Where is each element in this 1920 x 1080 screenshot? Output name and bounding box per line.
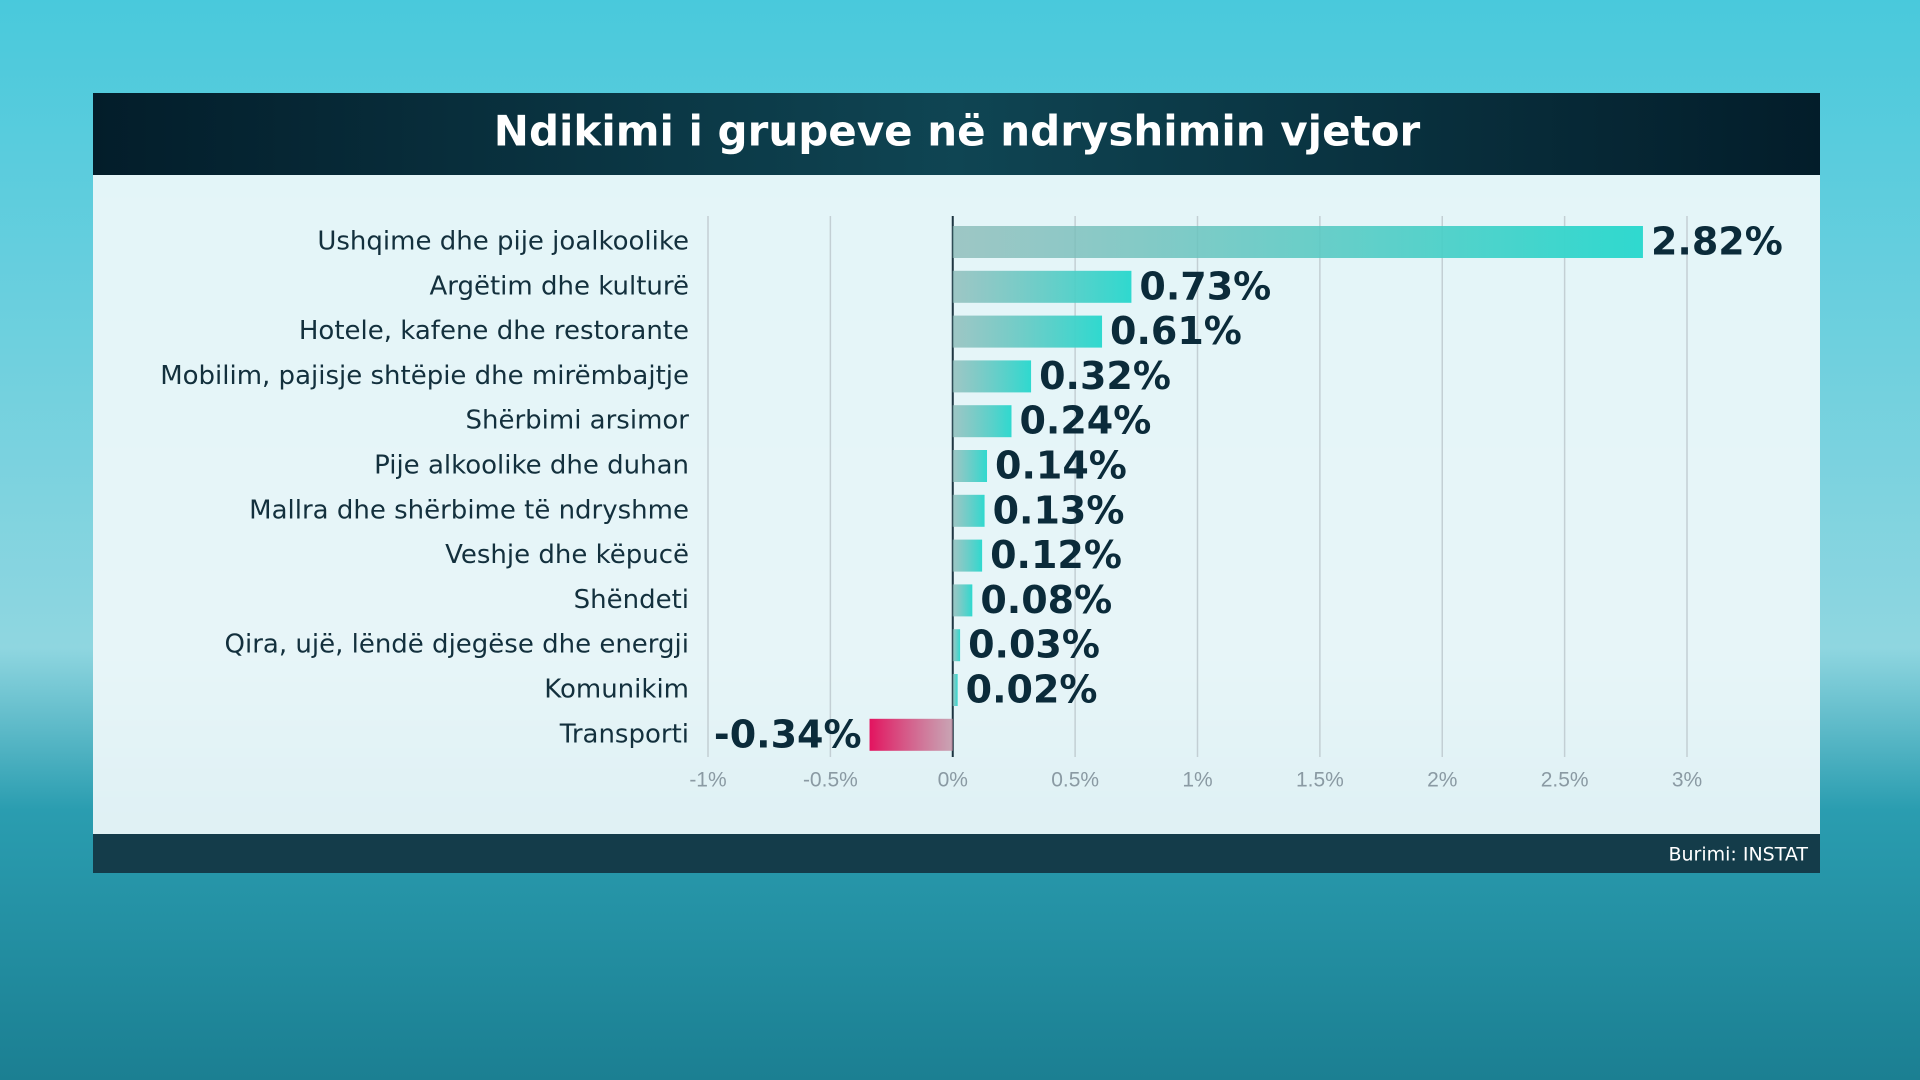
- value-label: 0.03%: [968, 623, 1100, 667]
- category-label: Transporti: [559, 719, 689, 749]
- bar: [952, 270, 1132, 303]
- x-tick-label: 3%: [1672, 769, 1702, 792]
- bar: [952, 226, 1643, 258]
- x-tick-label: 0%: [938, 769, 968, 792]
- category-label: Argëtim dhe kulturë: [429, 271, 689, 301]
- category-label: Shëndeti: [574, 585, 689, 615]
- chart-title: Ndikimi i grupeve në ndryshimin vjetor: [494, 107, 1421, 156]
- value-label: 0.02%: [966, 668, 1098, 712]
- value-label: 0.12%: [990, 533, 1122, 577]
- category-label: Shërbimi arsimor: [465, 406, 689, 436]
- value-label: 0.14%: [995, 444, 1127, 488]
- x-tick-label: 2.5%: [1541, 769, 1589, 792]
- bar: [952, 450, 988, 482]
- bar: [952, 539, 983, 572]
- category-label: Mallra dhe shërbime të ndryshme: [249, 495, 689, 525]
- category-label: Qira, ujë, lëndë djegëse dhe energji: [225, 630, 689, 660]
- footer-bar: [93, 834, 1820, 873]
- value-label: 0.08%: [980, 578, 1112, 622]
- category-label: Komunikim: [544, 675, 689, 705]
- title-bar: [93, 93, 1820, 175]
- value-label: 2.82%: [1651, 220, 1783, 264]
- bar: [952, 360, 1032, 393]
- category-label: Hotele, kafene dhe restorante: [299, 316, 689, 346]
- x-tick-label: 2%: [1427, 769, 1457, 792]
- value-label: 0.13%: [993, 488, 1125, 532]
- x-tick-label: -1%: [689, 769, 726, 792]
- bar: [952, 584, 973, 617]
- bar: [952, 405, 1012, 438]
- bar: [952, 674, 958, 706]
- value-label: 0.73%: [1139, 264, 1271, 308]
- x-tick-label: -0.5%: [803, 769, 858, 792]
- x-tick-label: 1%: [1182, 769, 1212, 792]
- value-label: 0.61%: [1110, 309, 1242, 353]
- value-label: 0.32%: [1039, 354, 1171, 398]
- bar: [952, 315, 1103, 348]
- bar: [952, 494, 985, 527]
- x-tick-label: 1.5%: [1296, 769, 1344, 792]
- category-label: Veshje dhe këpucë: [445, 540, 689, 570]
- panel: [93, 93, 1820, 873]
- category-label: Ushqime dhe pije joalkoolike: [317, 227, 689, 257]
- x-tick-label: 0.5%: [1051, 769, 1099, 792]
- category-label: Mobilim, pajisje shtëpie dhe mirëmbajtje: [160, 361, 689, 391]
- bar: [952, 629, 961, 662]
- source: Burimi: INSTAT: [1668, 844, 1808, 866]
- bar: [869, 718, 953, 751]
- category-label: Pije alkoolike dhe duhan: [374, 451, 689, 481]
- value-label: 0.24%: [1019, 399, 1151, 443]
- value-label: -0.34%: [714, 712, 862, 756]
